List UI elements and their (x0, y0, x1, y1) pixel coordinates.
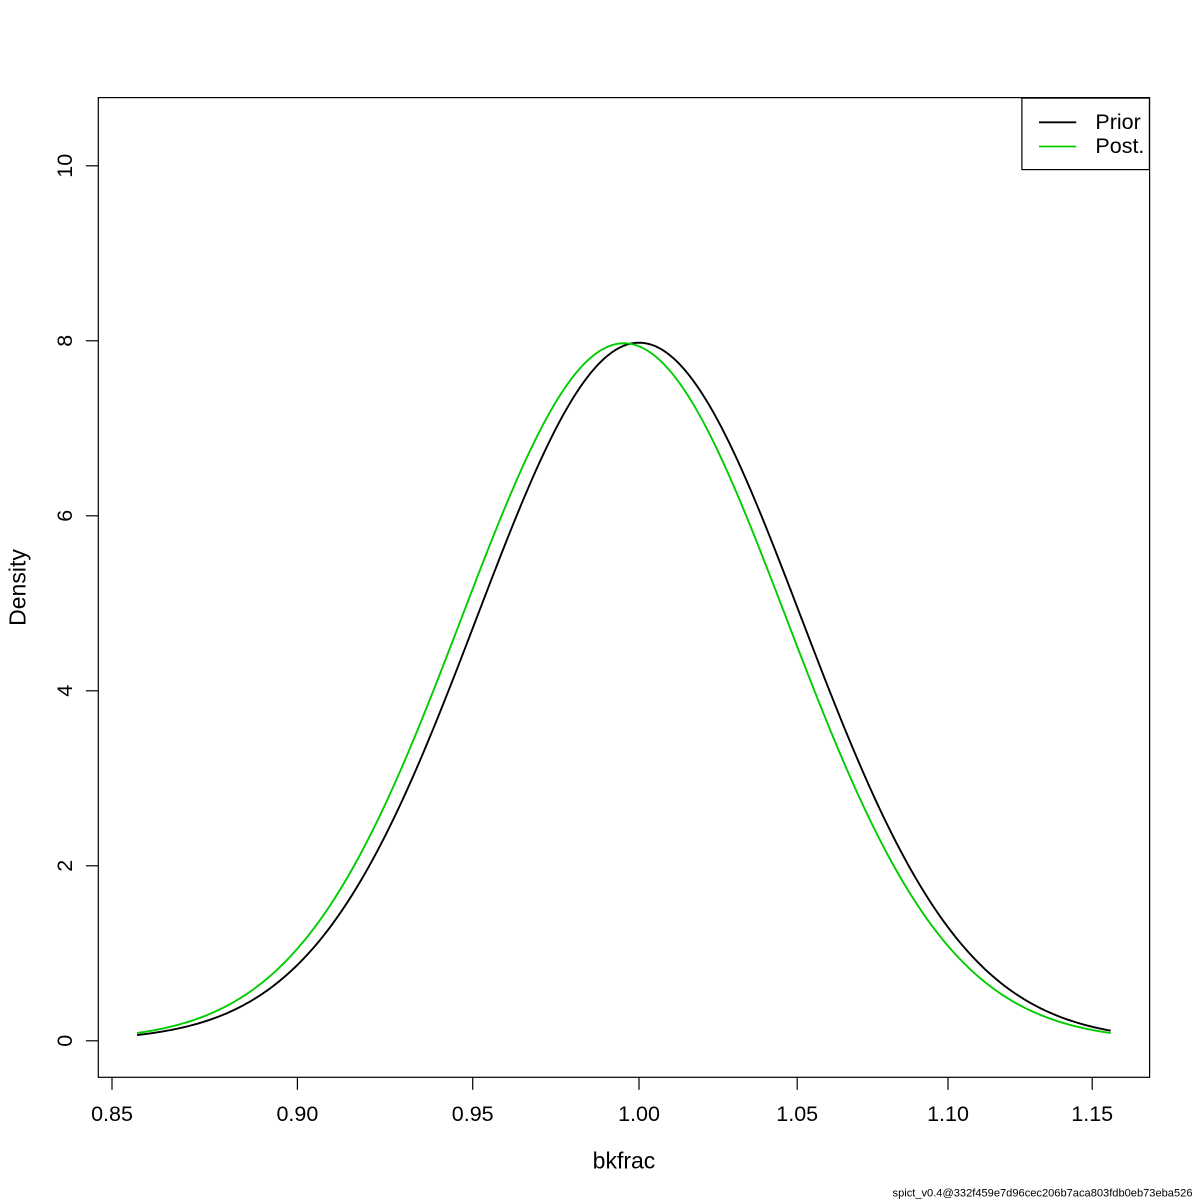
svg-text:1.00: 1.00 (618, 1102, 660, 1126)
svg-text:4: 4 (53, 685, 77, 697)
svg-text:Density: Density (5, 549, 31, 626)
svg-text:bkfrac: bkfrac (593, 1148, 656, 1174)
svg-text:2: 2 (53, 860, 77, 872)
svg-text:10: 10 (53, 154, 77, 178)
svg-text:1.15: 1.15 (1071, 1102, 1113, 1126)
svg-text:8: 8 (53, 335, 77, 347)
svg-text:Prior: Prior (1095, 110, 1140, 134)
svg-text:0.85: 0.85 (91, 1102, 133, 1126)
svg-text:spict_v0.4@332f459e7d96cec206b: spict_v0.4@332f459e7d96cec206b7aca803fdb… (893, 1187, 1193, 1199)
svg-text:1.05: 1.05 (776, 1102, 818, 1126)
svg-text:1.10: 1.10 (927, 1102, 969, 1126)
svg-text:0.95: 0.95 (452, 1102, 494, 1126)
svg-text:Post.: Post. (1095, 134, 1144, 158)
svg-text:0: 0 (53, 1035, 77, 1047)
svg-text:6: 6 (53, 510, 77, 522)
svg-text:0.90: 0.90 (276, 1102, 318, 1126)
